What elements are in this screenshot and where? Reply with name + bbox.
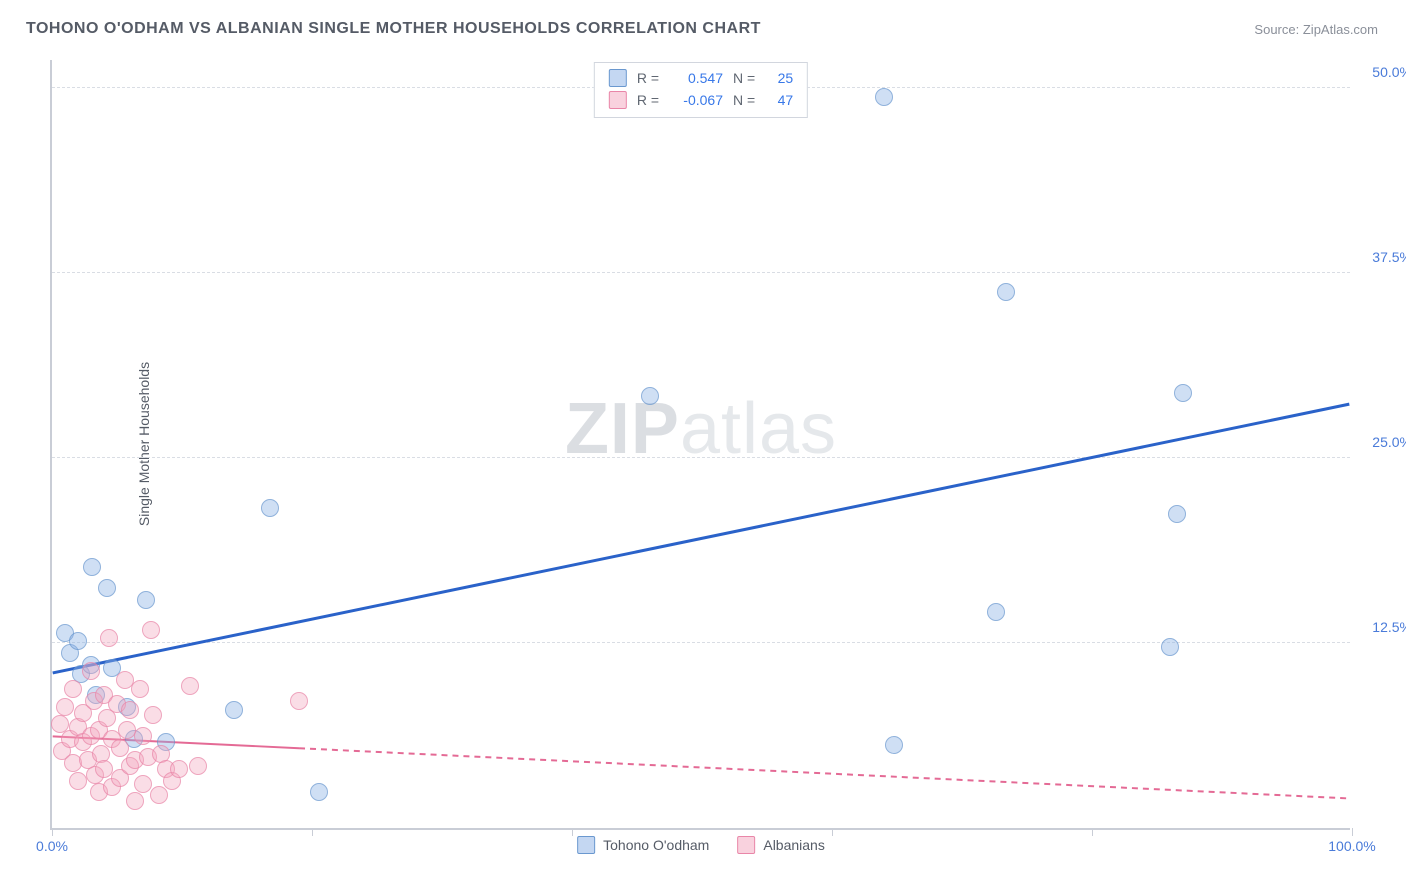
data-point-tohono xyxy=(261,499,279,517)
data-point-albanians xyxy=(82,662,100,680)
r-value-albanians: -0.067 xyxy=(669,92,723,108)
x-tick xyxy=(1092,828,1093,836)
data-point-tohono xyxy=(987,603,1005,621)
source-label: Source: xyxy=(1254,22,1299,37)
r-value-tohono: 0.547 xyxy=(669,70,723,86)
data-point-tohono xyxy=(137,591,155,609)
trendline-tohono xyxy=(53,404,1350,673)
data-point-tohono xyxy=(98,579,116,597)
data-point-albanians xyxy=(134,727,152,745)
data-point-tohono xyxy=(1174,384,1192,402)
data-point-tohono xyxy=(885,736,903,754)
data-point-albanians xyxy=(134,775,152,793)
x-tick xyxy=(832,828,833,836)
swatch-pink-icon xyxy=(609,91,627,109)
data-point-albanians xyxy=(98,709,116,727)
source-name: ZipAtlas.com xyxy=(1303,22,1378,37)
r-label: R = xyxy=(637,70,659,86)
data-point-tohono xyxy=(1168,505,1186,523)
data-point-albanians xyxy=(142,621,160,639)
data-point-albanians xyxy=(189,757,207,775)
data-point-albanians xyxy=(100,629,118,647)
data-point-albanians xyxy=(150,786,168,804)
r-label: R = xyxy=(637,92,659,108)
data-point-albanians xyxy=(126,792,144,810)
gridline xyxy=(52,642,1350,643)
data-point-albanians xyxy=(56,698,74,716)
y-tick-label: 25.0% xyxy=(1356,434,1406,450)
y-axis-label: Single Mother Households xyxy=(136,362,152,526)
y-tick-label: 12.5% xyxy=(1356,619,1406,635)
swatch-pink-icon xyxy=(737,836,755,854)
x-tick-label: 0.0% xyxy=(36,838,68,854)
n-label: N = xyxy=(733,92,755,108)
gridline xyxy=(52,272,1350,273)
data-point-tohono xyxy=(225,701,243,719)
data-point-tohono xyxy=(641,387,659,405)
data-point-tohono xyxy=(83,558,101,576)
n-value-albanians: 47 xyxy=(765,92,793,108)
legend-item-tohono: Tohono O'odham xyxy=(577,836,709,854)
n-label: N = xyxy=(733,70,755,86)
data-point-tohono xyxy=(1161,638,1179,656)
n-value-tohono: 25 xyxy=(765,70,793,86)
series-legend: Tohono O'odham Albanians xyxy=(577,836,825,854)
data-point-albanians xyxy=(131,680,149,698)
trendline-albanians xyxy=(299,748,1349,798)
data-point-albanians xyxy=(181,677,199,695)
data-point-tohono xyxy=(875,88,893,106)
data-point-albanians xyxy=(144,706,162,724)
swatch-blue-icon xyxy=(609,69,627,87)
legend-row-albanians: R = -0.067 N = 47 xyxy=(609,89,793,111)
legend-label-albanians: Albanians xyxy=(763,837,825,853)
data-point-albanians xyxy=(111,739,129,757)
x-tick xyxy=(52,828,53,836)
data-point-albanians xyxy=(170,760,188,778)
data-point-albanians xyxy=(64,680,82,698)
legend-item-albanians: Albanians xyxy=(737,836,825,854)
data-point-tohono xyxy=(997,283,1015,301)
source-attribution: Source: ZipAtlas.com xyxy=(1254,22,1378,37)
data-point-albanians xyxy=(121,701,139,719)
x-tick xyxy=(1352,828,1353,836)
correlation-legend: R = 0.547 N = 25 R = -0.067 N = 47 xyxy=(594,62,808,118)
legend-label-tohono: Tohono O'odham xyxy=(603,837,709,853)
gridline xyxy=(52,457,1350,458)
swatch-blue-icon xyxy=(577,836,595,854)
legend-row-tohono: R = 0.547 N = 25 xyxy=(609,67,793,89)
y-tick-label: 37.5% xyxy=(1356,249,1406,265)
chart-title: TOHONO O'ODHAM VS ALBANIAN SINGLE MOTHER… xyxy=(26,20,761,38)
x-tick xyxy=(312,828,313,836)
x-tick xyxy=(572,828,573,836)
data-point-tohono xyxy=(69,632,87,650)
scatter-plot-area: Single Mother Households ZIPatlas 12.5%2… xyxy=(50,60,1350,830)
trendlines-svg xyxy=(52,60,1350,828)
data-point-albanians xyxy=(290,692,308,710)
y-tick-label: 50.0% xyxy=(1356,64,1406,80)
data-point-tohono xyxy=(310,783,328,801)
x-tick-label: 100.0% xyxy=(1328,838,1375,854)
data-point-albanians xyxy=(69,772,87,790)
